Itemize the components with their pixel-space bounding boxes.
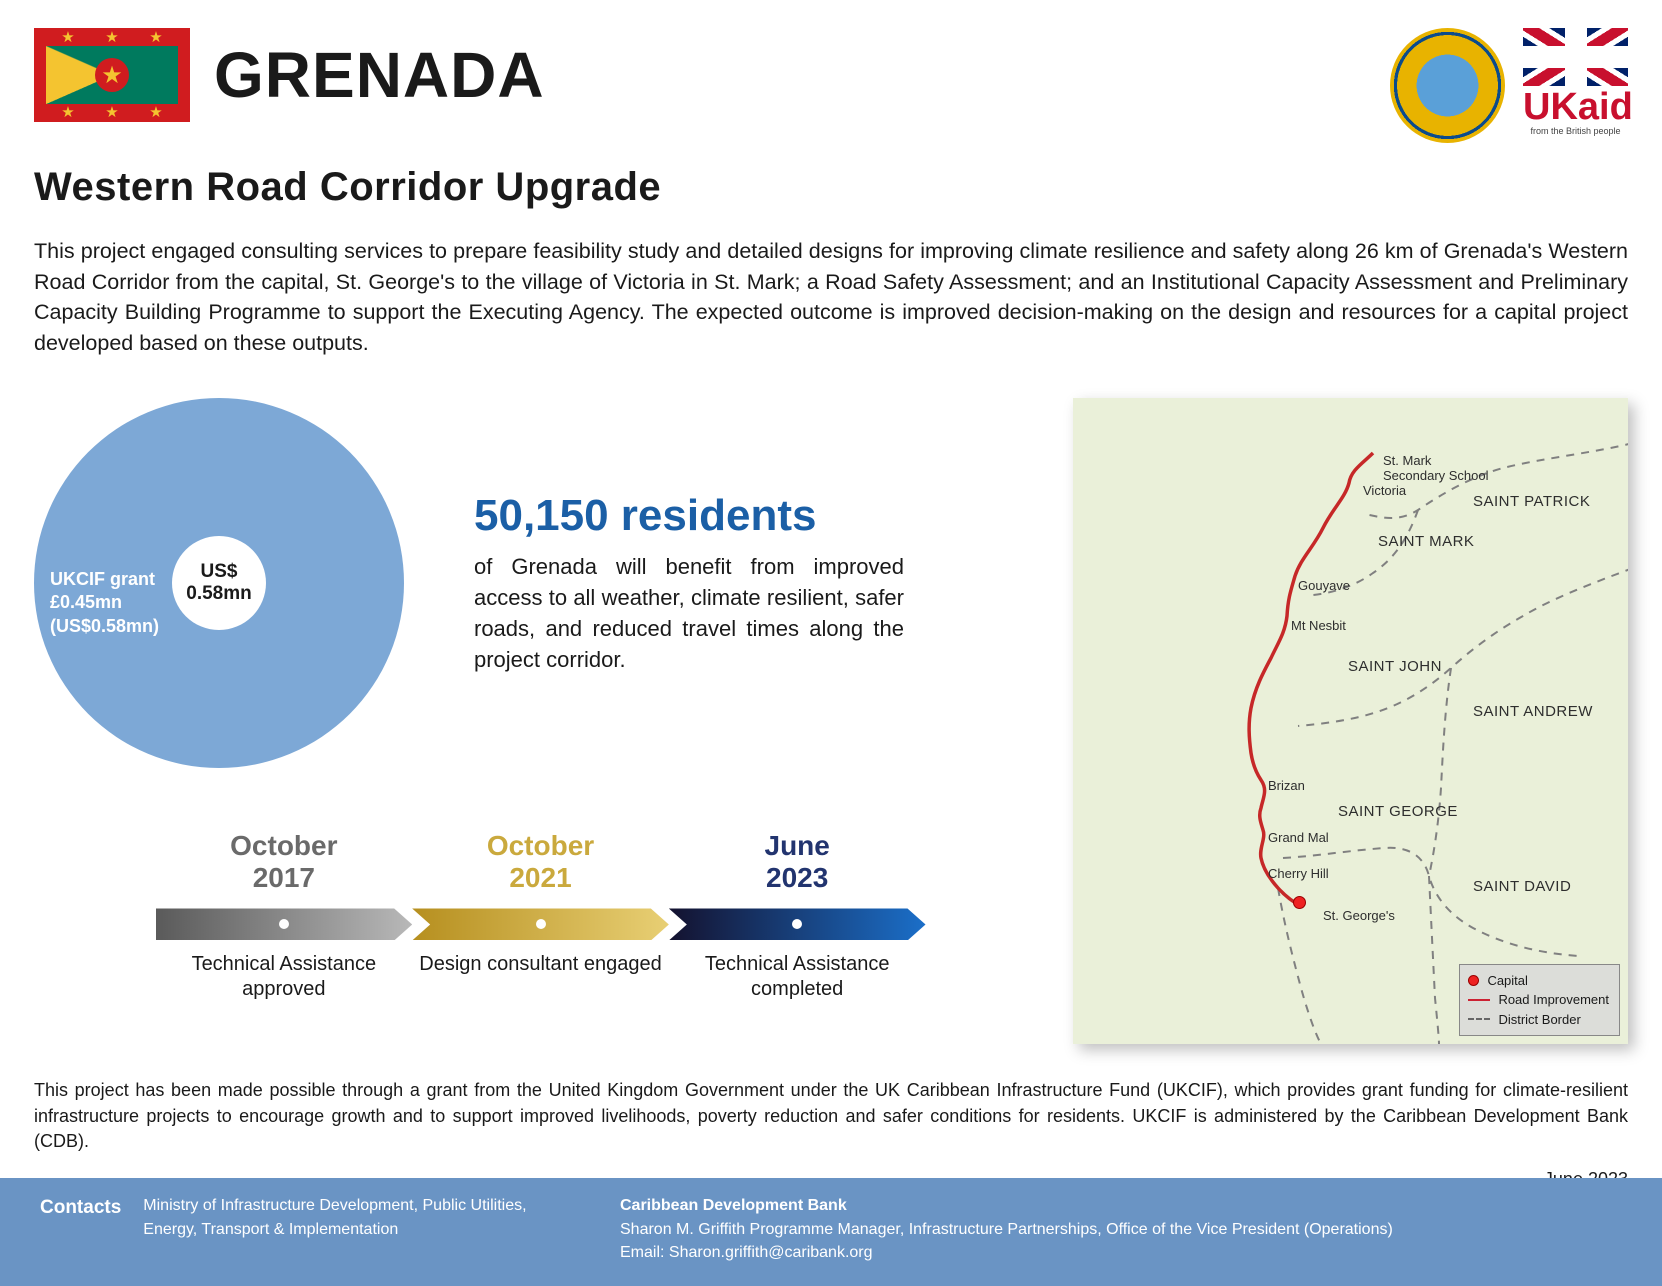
- map-region-label: SAINT DAVID: [1473, 878, 1571, 895]
- funding-donut-chart: US$ 0.58mn UKCIF grant £0.45mn (US$0.58m…: [34, 398, 404, 768]
- tl-year: 2021: [509, 862, 571, 893]
- footnote: This project has been made possible thro…: [34, 1078, 1628, 1155]
- contacts-email: Email: Sharon.griffith@caribank.org: [620, 1244, 873, 1261]
- legend-border: District Border: [1498, 1010, 1580, 1030]
- map-town-label: Cherry Hill: [1268, 866, 1329, 881]
- contacts-right: Caribbean Development Bank Sharon M. Gri…: [620, 1194, 1393, 1264]
- tl-year: 2023: [766, 862, 828, 893]
- donut-center-top: US$: [201, 561, 238, 583]
- country-title: GRENADA: [214, 38, 545, 112]
- map-town-label: St. George's: [1323, 908, 1395, 923]
- partner-logos: UKaid from the British people: [1390, 28, 1628, 143]
- timeline-arrow: [156, 908, 413, 940]
- ukaid-aid: aid: [1578, 86, 1633, 128]
- intro-paragraph: This project engaged consulting services…: [34, 236, 1628, 358]
- tl-caption: Technical Assistance approved: [156, 952, 413, 1002]
- residents-callout: 50,150 residents of Grenada will benefit…: [474, 491, 904, 676]
- ukaid-uk: UK: [1523, 86, 1578, 128]
- uk-flag-icon: [1523, 28, 1628, 86]
- donut-center: US$ 0.58mn: [172, 536, 266, 630]
- map-region-label: SAINT GEORGE: [1338, 803, 1458, 820]
- tl-caption: Technical Assistance completed: [669, 952, 926, 1002]
- map-region-label: SAINT JOHN: [1348, 658, 1442, 675]
- map-town-label: Victoria: [1363, 483, 1406, 498]
- tl-month: October: [487, 830, 594, 861]
- legend-capital: Capital: [1487, 971, 1527, 991]
- map-town-label: Grand Mal: [1268, 830, 1329, 845]
- tl-month: June: [765, 830, 830, 861]
- tl-month: October: [230, 830, 337, 861]
- map-town-label: St. MarkSecondary School: [1383, 453, 1489, 483]
- timeline-item: October2017: [156, 830, 413, 894]
- grenada-flag-icon: ★★★ ★ ★★★: [34, 28, 190, 122]
- donut-label-1: UKCIF grant: [50, 569, 155, 589]
- timeline-item: June2023: [669, 830, 926, 894]
- map-region-label: SAINT ANDREW: [1473, 703, 1593, 720]
- header: ★★★ ★ ★★★ GRENADA UKaid from the British…: [34, 28, 1628, 143]
- map-region-label: SAINT PATRICK: [1473, 493, 1590, 510]
- donut-center-bottom: 0.58mn: [186, 583, 251, 605]
- tl-caption: Design consultant engaged: [412, 952, 669, 977]
- donut-slice-label: UKCIF grant £0.45mn (US$0.58mn): [50, 568, 159, 638]
- donut-label-2: £0.45mn: [50, 592, 122, 612]
- residents-headline: 50,150 residents: [474, 491, 904, 541]
- contacts-bar: Contacts Ministry of Infrastructure Deve…: [0, 1178, 1662, 1286]
- capital-marker-icon: [1293, 896, 1306, 909]
- project-map: SAINT PATRICK SAINT MARK SAINT JOHN SAINT A…: [1073, 398, 1628, 1044]
- contacts-left-text: Ministry of Infrastructure Development, …: [143, 1194, 560, 1264]
- contacts-label: Contacts: [40, 1194, 121, 1264]
- legend-capital-icon: [1468, 975, 1479, 986]
- legend-road-icon: [1468, 999, 1490, 1001]
- donut-label-3: (US$0.58mn): [50, 616, 159, 636]
- legend-border-icon: [1468, 1018, 1490, 1020]
- timeline: October2017 October2021 June2023 Technic…: [34, 830, 1047, 1002]
- map-town-label: Gouyave: [1298, 578, 1350, 593]
- map-region-label: SAINT MARK: [1378, 533, 1474, 550]
- timeline-item: October2021: [412, 830, 669, 894]
- timeline-arrow: [412, 908, 669, 940]
- residents-body: of Grenada will benefit from improved ac…: [474, 551, 904, 676]
- map-town-label: Brizan: [1268, 778, 1305, 793]
- legend-road: Road Improvement: [1498, 990, 1609, 1010]
- project-subtitle: Western Road Corridor Upgrade: [34, 165, 1628, 210]
- map-town-label: Mt Nesbit: [1291, 618, 1346, 633]
- ukaid-subtext: from the British people: [1523, 126, 1628, 136]
- ukaid-logo: UKaid from the British people: [1523, 28, 1628, 136]
- tl-year: 2017: [253, 862, 315, 893]
- cdb-logo-icon: [1390, 28, 1505, 143]
- contacts-org: Caribbean Development Bank: [620, 1197, 847, 1214]
- map-legend: Capital Road Improvement District Border: [1459, 964, 1620, 1037]
- title-block: ★★★ ★ ★★★ GRENADA: [34, 28, 545, 122]
- contacts-person: Sharon M. Griffith Programme Manager, In…: [620, 1221, 1393, 1238]
- timeline-arrow: [669, 908, 926, 940]
